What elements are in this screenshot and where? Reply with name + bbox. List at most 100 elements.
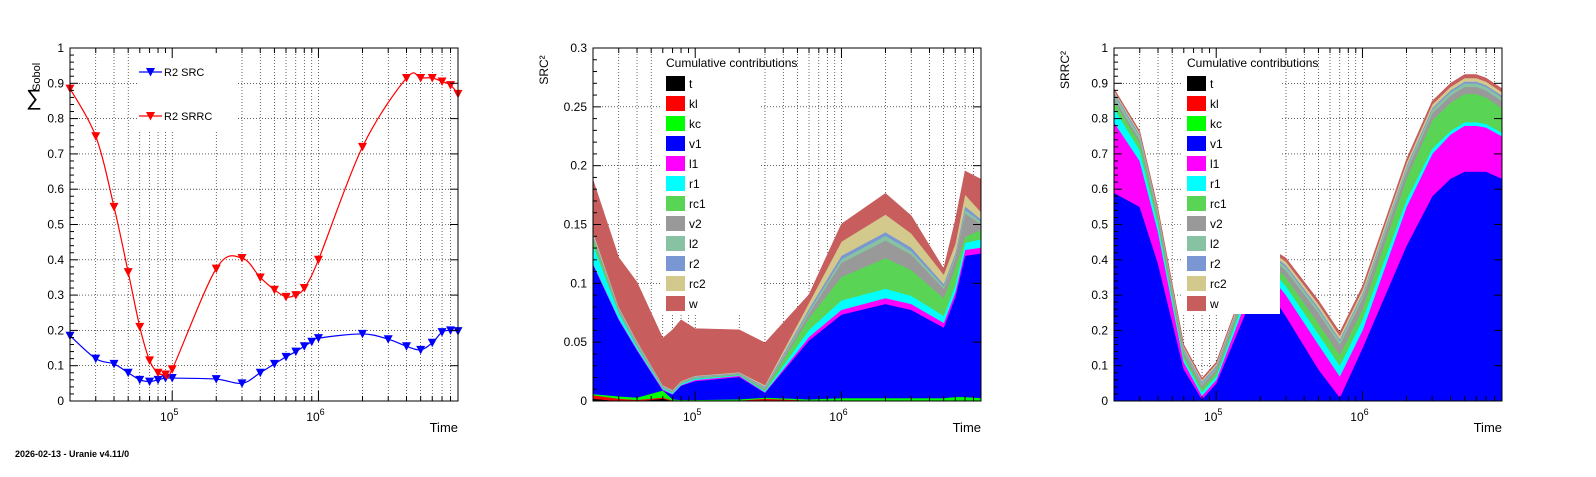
legend-swatch-l1	[1187, 156, 1206, 171]
y-tick-label: 0.9	[1091, 76, 1108, 90]
data-point-marker	[357, 329, 367, 339]
legend-title: Cumulative contributions	[1187, 56, 1318, 70]
data-point-marker	[145, 377, 155, 387]
x-tick-label: 106	[1350, 407, 1368, 424]
data-point-marker	[427, 74, 437, 83]
legend-swatch-r1	[666, 176, 685, 191]
data-point-marker	[237, 379, 247, 388]
data-point-marker	[281, 352, 291, 362]
legend-swatch-kl	[666, 96, 685, 111]
legend-swatch-v1	[1187, 136, 1206, 151]
y-tick-label: 0.4	[1091, 253, 1108, 267]
y-tick-label: 0.1	[47, 359, 64, 373]
legend-title: Cumulative contributions	[666, 56, 797, 70]
legend-label: r1	[689, 177, 700, 191]
legend-label: R2 SRC	[164, 67, 204, 79]
data-point-marker	[211, 375, 221, 384]
y-tick-label: 0.1	[570, 276, 587, 290]
legend-label: r2	[689, 257, 700, 271]
y-tick-label: 0.8	[1091, 112, 1108, 126]
y-tick-label: 0.2	[570, 159, 587, 173]
data-point-marker	[416, 345, 426, 355]
y-axis-label: SRC²	[537, 55, 551, 84]
legend-label: rc2	[689, 277, 706, 291]
x-tick-exponent: 6	[843, 407, 848, 417]
data-point-marker	[437, 77, 447, 87]
y-tick-label: 0.1	[1091, 359, 1108, 373]
footer-stamp: 2026-02-13 - Uranie v4.11/0	[15, 449, 130, 459]
y-axis-label-text: Sobol	[31, 63, 43, 91]
data-point-marker	[281, 292, 291, 302]
legend-label: rc1	[689, 197, 706, 211]
y-tick-label: 0.6	[47, 182, 64, 196]
y-tick-label: 1	[57, 41, 64, 55]
data-point-marker	[255, 273, 265, 282]
x-axis-label: Time	[953, 420, 981, 435]
legend-label: kl	[689, 97, 698, 111]
axes-2: 0 0.05 0.1 0.15 0.2 0.25 0.3 105 106 Time	[564, 41, 982, 435]
data-point-marker	[91, 354, 101, 364]
data-point-marker	[383, 335, 393, 344]
y-tick-label: 1	[1101, 41, 1108, 55]
legend-swatch-kl	[1187, 96, 1206, 111]
x-axis-label: Time	[430, 420, 458, 435]
legend-box	[139, 49, 236, 131]
x-tick-exponent: 5	[1217, 407, 1222, 417]
legend-label: rc1	[1210, 197, 1227, 211]
x-tick-exponent: 6	[1364, 407, 1369, 417]
legend-label: t	[1210, 77, 1214, 91]
legend-label: kc	[689, 117, 701, 131]
legend-swatch-t	[1187, 76, 1206, 91]
data-point-marker	[211, 264, 221, 274]
legend-swatch-kc	[1187, 116, 1206, 131]
y-tick-label: 0.4	[47, 253, 64, 267]
x-tick-exponent: 5	[696, 407, 701, 417]
y-tick-label: 0	[580, 394, 587, 408]
axes-1: 0 0.1 0.2 0.3 0.4 0.5 0.6 0.7 0.8 0.9 1 105 106 Time	[47, 41, 459, 435]
x-tick-label: 105	[683, 407, 701, 424]
x-tick-label: 105	[160, 407, 178, 424]
legend-label: r2	[1210, 257, 1221, 271]
y-tick-label: 0.5	[47, 218, 64, 232]
legend-label: kc	[1210, 117, 1222, 131]
data-point-marker	[291, 347, 301, 357]
y-tick-label: 0.25	[564, 100, 588, 114]
data-point-marker	[269, 359, 279, 369]
y-tick-label: 0.2	[1091, 323, 1108, 337]
y-tick-label: 0.5	[1091, 218, 1108, 232]
data-point-marker	[357, 142, 367, 152]
data-point-marker	[167, 374, 177, 383]
legend-swatch-t	[666, 76, 685, 91]
legend-1: R2 SRC R2 SRRC	[139, 49, 236, 131]
y-tick-label: 0	[1101, 394, 1108, 408]
plot-area	[70, 48, 458, 401]
legend-swatch-r2	[666, 256, 685, 271]
legend-label: r1	[1210, 177, 1221, 191]
legend-label: R2 SRRC	[164, 111, 212, 123]
data-point-marker	[109, 202, 119, 212]
data-point-marker	[123, 268, 133, 277]
data-point-marker	[153, 375, 163, 385]
legend-swatch-l2	[1187, 236, 1206, 251]
data-point-marker	[135, 322, 145, 332]
axes-3: 0 0.1 0.2 0.3 0.4 0.5 0.6 0.7 0.8 0.9 1 105 106 Time	[1091, 41, 1503, 435]
y-tick-label: 0.3	[570, 41, 587, 55]
y-tick-label: 0.3	[47, 288, 64, 302]
data-point-marker	[313, 255, 323, 265]
data-point-marker	[307, 337, 317, 347]
data-point-marker	[437, 328, 447, 337]
legend-marker	[146, 68, 155, 77]
data-point-marker	[145, 356, 155, 365]
legend-label: rc2	[1210, 277, 1227, 291]
legend-swatch-r1	[1187, 176, 1206, 191]
area-w	[593, 170, 981, 391]
y-axis-label: ∑Sobol	[26, 63, 43, 110]
data-point-marker	[123, 368, 133, 378]
legend-label: kl	[1210, 97, 1219, 111]
data-point-marker	[255, 368, 265, 378]
data-point-marker	[269, 285, 279, 295]
data-point-marker	[109, 359, 119, 369]
legend-label: l1	[689, 157, 699, 171]
data-point-marker	[91, 132, 101, 141]
